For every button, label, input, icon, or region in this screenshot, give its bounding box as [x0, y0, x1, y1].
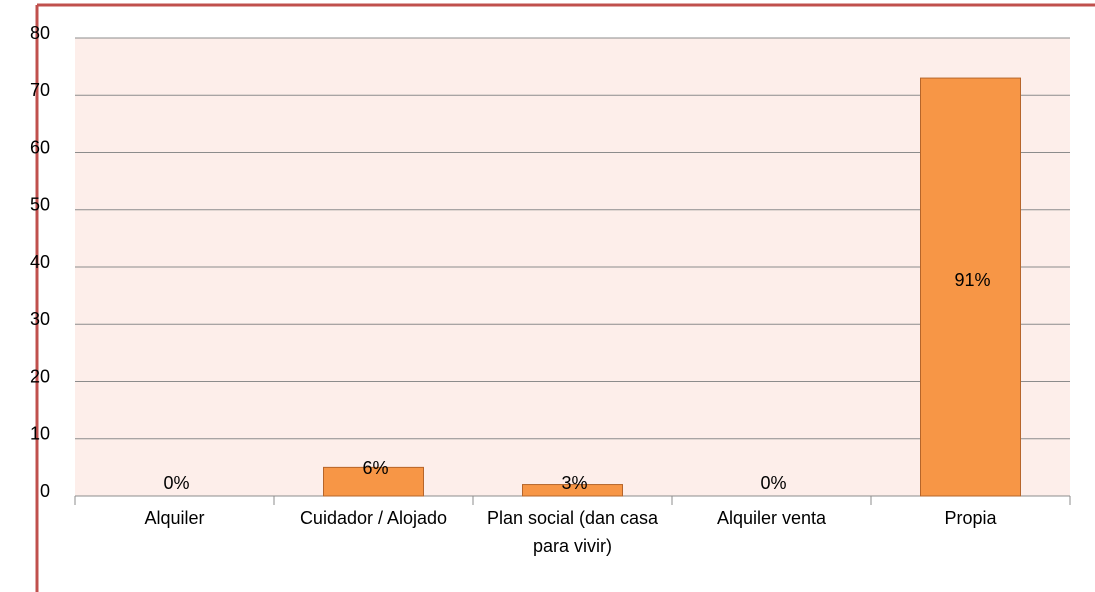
x-tick-label: Propia	[944, 508, 997, 528]
y-tick-label: 80	[30, 23, 50, 43]
y-tick-label: 30	[30, 309, 50, 329]
y-tick-label: 20	[30, 366, 50, 386]
value-label: 91%	[954, 270, 990, 290]
value-label: 0%	[163, 473, 189, 493]
bar	[920, 77, 1021, 497]
y-tick-label: 0	[40, 481, 50, 501]
y-tick-label: 10	[30, 424, 50, 444]
bar	[522, 484, 623, 497]
x-tick-label: Alquiler venta	[716, 508, 827, 528]
value-label: 3%	[561, 473, 587, 493]
y-tick-label: 70	[30, 80, 50, 100]
x-tick-label: Cuidador / Alojado	[299, 508, 448, 528]
y-tick-label: 60	[30, 137, 50, 157]
x-tick-label: Plan social (dan casa para vivir)	[486, 508, 659, 556]
value-label: 6%	[362, 458, 388, 478]
y-tick-label: 40	[30, 252, 50, 272]
x-tick-label: Alquiler	[144, 508, 205, 528]
y-tick-label: 50	[30, 195, 50, 215]
bar	[323, 466, 424, 497]
value-label: 0%	[760, 473, 786, 493]
